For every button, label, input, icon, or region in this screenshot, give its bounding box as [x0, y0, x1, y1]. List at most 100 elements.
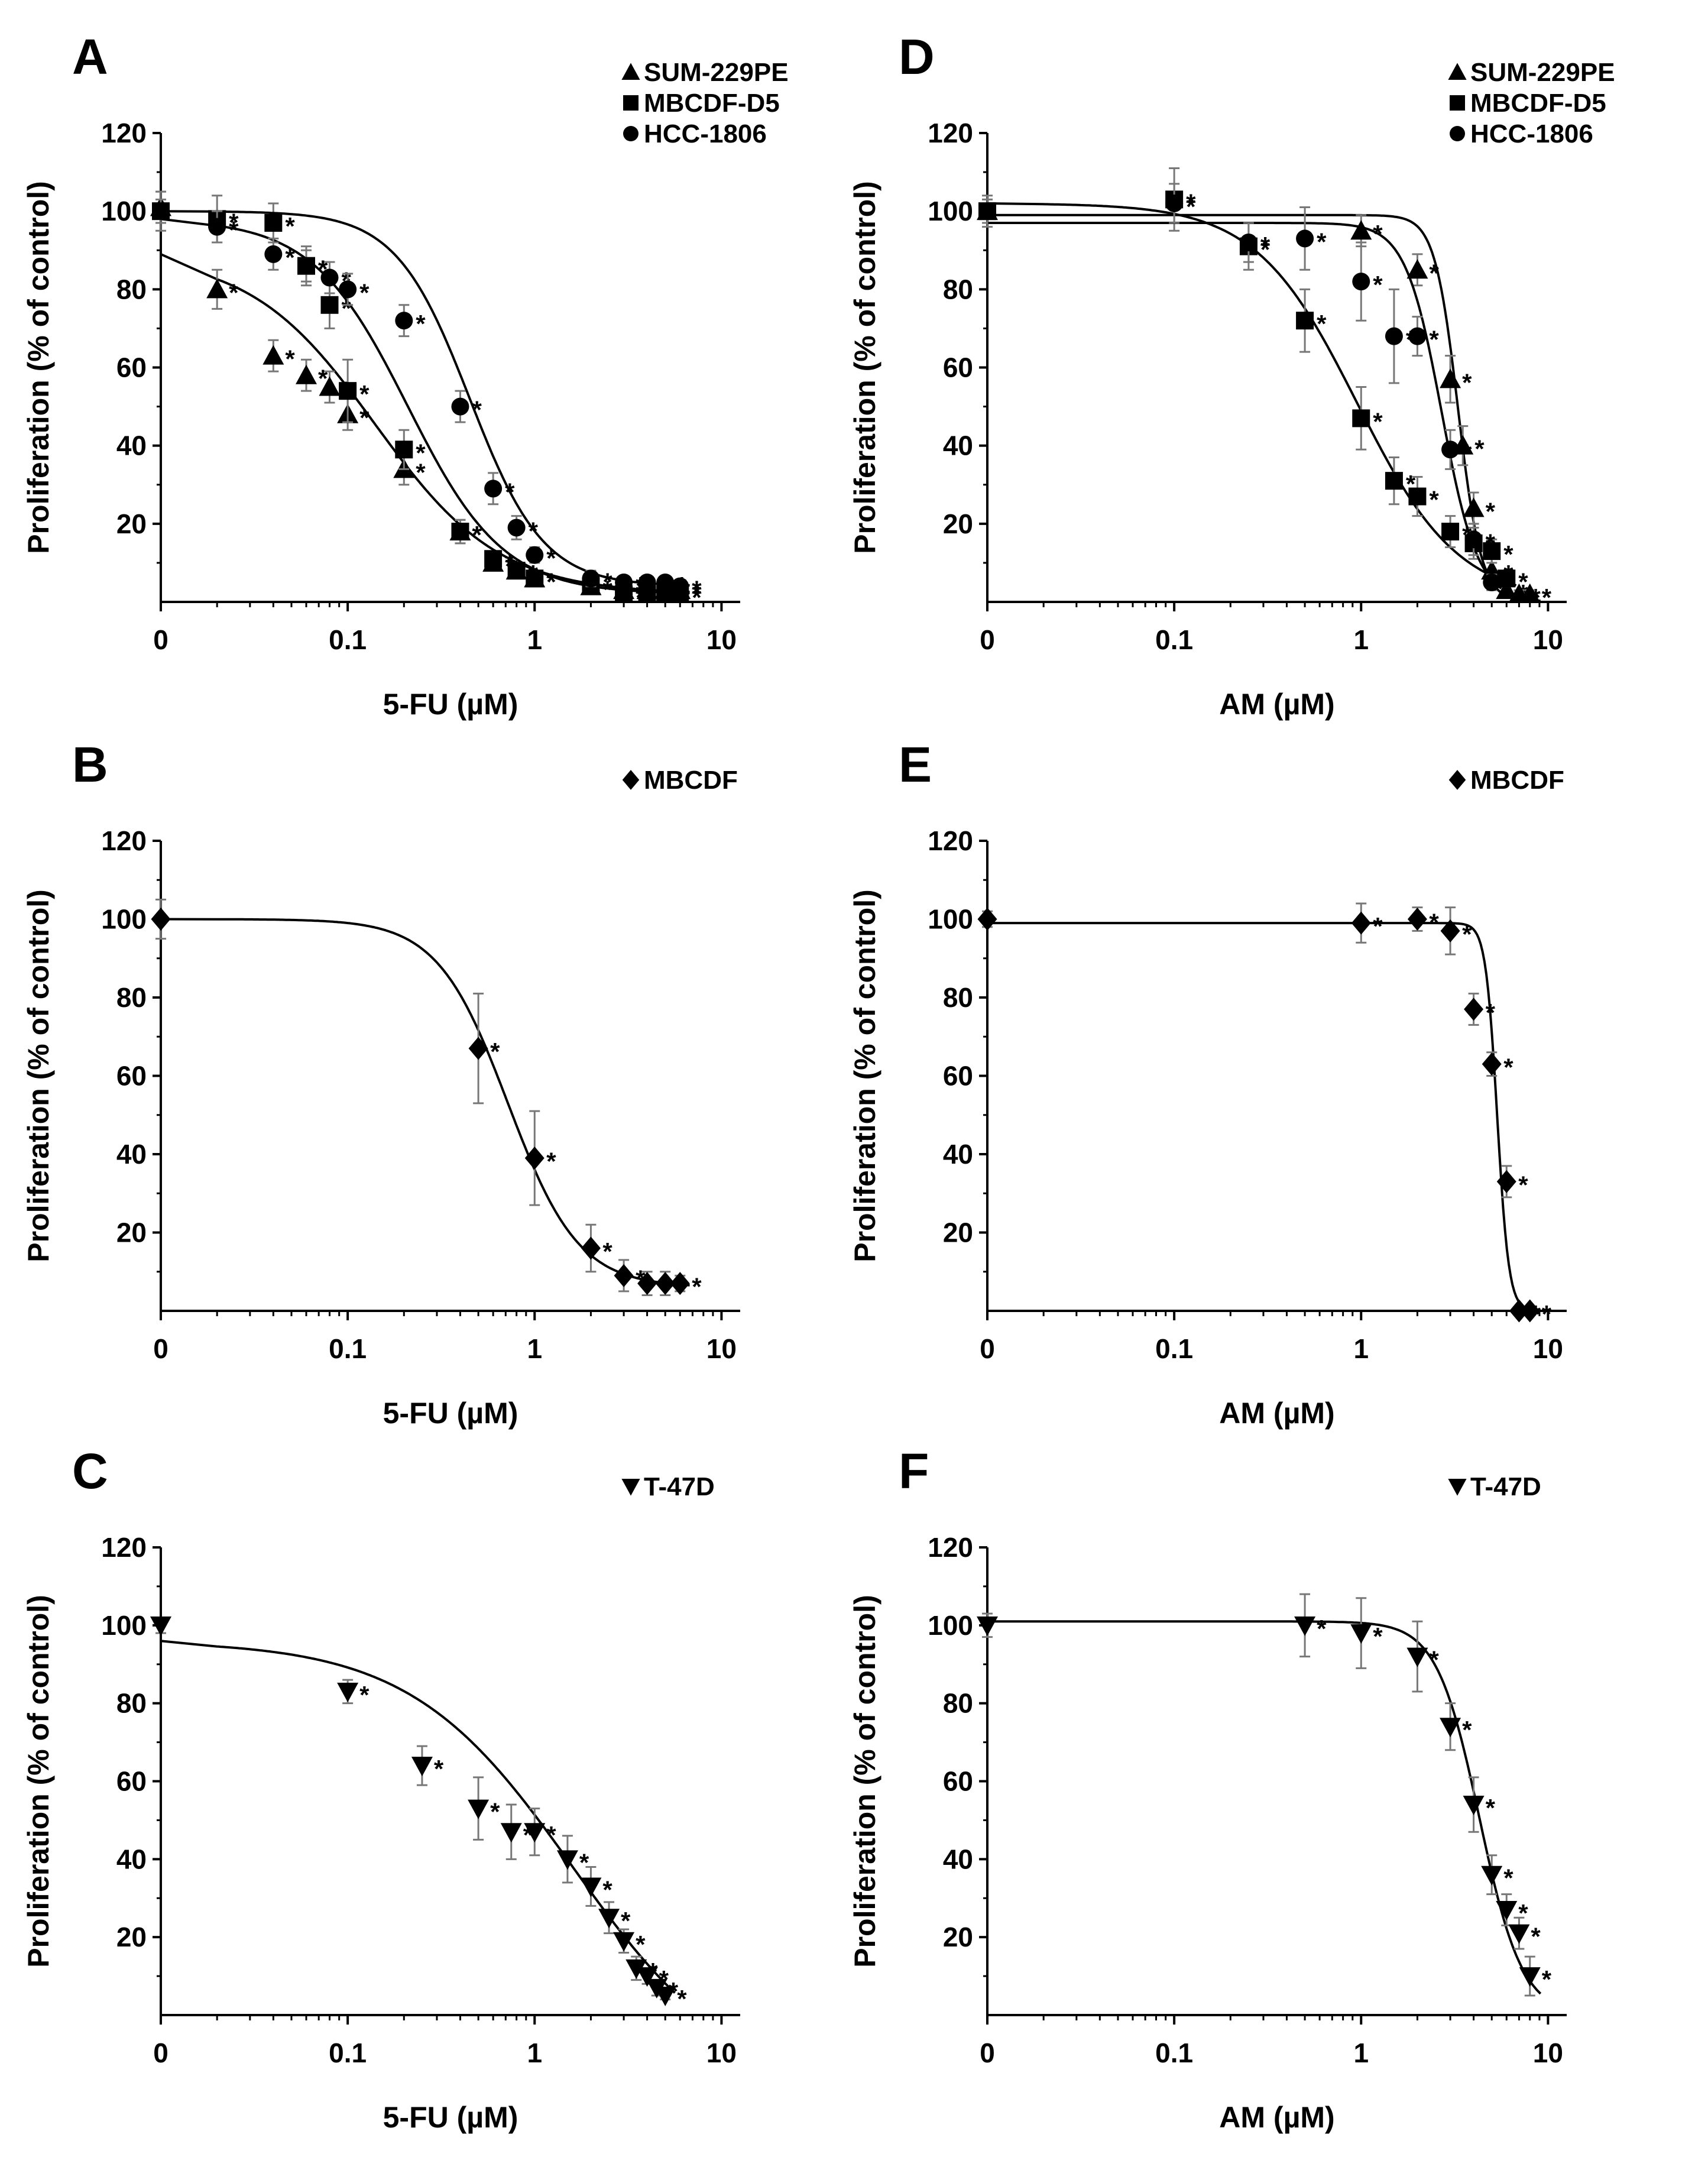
significance-star: *	[1486, 1794, 1496, 1822]
significance-star: *	[677, 1985, 687, 2013]
y-tick-label: 80	[943, 1688, 973, 1719]
legend-marker	[1450, 95, 1465, 111]
data-point	[1406, 259, 1428, 279]
significance-star: *	[1531, 1923, 1541, 1951]
series-MBCDF: ********	[977, 902, 1552, 1328]
y-tick-label: 40	[943, 1139, 973, 1170]
significance-star: *	[1373, 912, 1383, 940]
data-point	[598, 1909, 620, 1929]
data-point	[638, 573, 656, 591]
significance-star: *	[1518, 1171, 1528, 1199]
data-point	[1496, 1170, 1516, 1193]
significance-star: *	[490, 1798, 500, 1826]
data-point	[978, 202, 996, 221]
legend-marker	[1448, 63, 1467, 80]
significance-star: *	[1486, 529, 1496, 556]
y-tick-label: 120	[928, 1532, 973, 1563]
fit-curve	[987, 1620, 1542, 1995]
x-tick-label: 0	[153, 1333, 168, 1364]
significance-star: *	[546, 568, 556, 595]
significance-star: *	[1429, 259, 1439, 287]
x-axis-title: AM (µM)	[1219, 2101, 1334, 2134]
data-point	[524, 1823, 546, 1843]
data-point	[1385, 472, 1403, 490]
legend-marker	[1450, 126, 1465, 141]
y-axis-title: Proliferation (% of control)	[22, 1595, 55, 1968]
x-tick-label: 0	[153, 624, 168, 655]
x-tick-label: 0	[980, 1333, 995, 1364]
legend-entry: HCC-1806	[1470, 119, 1593, 148]
significance-star: *	[1486, 497, 1496, 525]
significance-star: *	[1462, 1716, 1472, 1744]
y-tick-label: 120	[101, 825, 147, 856]
significance-star: *	[1373, 271, 1383, 299]
fit-curve	[987, 213, 1541, 602]
legend-entry: MBCDF	[644, 766, 738, 795]
data-point	[656, 573, 675, 591]
data-point	[1483, 542, 1501, 561]
legend-entry: MBCDF-D5	[644, 89, 780, 118]
data-point	[1481, 1865, 1503, 1886]
y-axis-title: Proliferation (% of control)	[22, 889, 55, 1262]
data-point	[1352, 273, 1370, 291]
panel-letter: E	[899, 737, 932, 792]
data-point	[395, 441, 413, 459]
significance-star: *	[285, 212, 295, 240]
fit-curve	[160, 218, 690, 595]
y-tick-label: 100	[101, 196, 147, 226]
significance-star: *	[359, 1681, 370, 1709]
significance-star: *	[636, 1931, 646, 1958]
significance-star: *	[285, 345, 295, 373]
data-point	[1352, 409, 1370, 427]
significance-star: *	[229, 208, 239, 236]
data-point	[1463, 497, 1485, 517]
significance-star: *	[1429, 326, 1439, 354]
data-point	[1296, 312, 1314, 330]
x-tick-label: 10	[706, 1333, 737, 1364]
x-tick-label: 0.1	[329, 1333, 367, 1364]
significance-star: *	[229, 216, 239, 244]
data-point	[295, 364, 317, 384]
significance-star: *	[546, 1821, 556, 1849]
data-point	[637, 1272, 657, 1295]
series-HCC-1806: ***************	[152, 198, 702, 604]
data-point	[1464, 997, 1484, 1021]
significance-star: *	[472, 521, 482, 549]
data-point	[451, 397, 469, 416]
panel-C: C 20 40 60 80 100 120 0 0.1 1 10 5-FU (µM) Prolifera…	[22, 1443, 740, 2134]
legend-entry: T-47D	[1470, 1472, 1541, 1501]
legend-entry: SUM-229PE	[1470, 58, 1615, 87]
significance-star: *	[1186, 193, 1196, 221]
panel-B: B 20 40 60 80 100 120 0 0.1 1 10 5-FU (µM) Prolifera…	[22, 737, 740, 1430]
data-point	[206, 278, 228, 299]
data-point	[1407, 908, 1427, 931]
significance-star: *	[692, 576, 702, 604]
y-tick-label: 60	[116, 1766, 147, 1797]
x-tick-label: 1	[527, 624, 542, 655]
legend-marker	[623, 95, 639, 111]
significance-star: *	[1317, 310, 1327, 338]
significance-star: *	[579, 1848, 589, 1876]
x-tick-label: 0.1	[329, 624, 367, 655]
panel-letter: A	[72, 29, 108, 85]
y-tick-label: 20	[116, 508, 147, 539]
x-tick-label: 0.1	[1155, 624, 1193, 655]
legend-entry: HCC-1806	[644, 119, 767, 148]
data-point	[152, 202, 170, 221]
significance-star: *	[692, 579, 702, 607]
panel-E: E 20 40 60 80 100 120 0 0.1 1 10 AM (µM) Proliferati…	[848, 737, 1567, 1430]
data-point	[264, 245, 283, 263]
significance-star: *	[1503, 540, 1513, 568]
data-point	[208, 218, 226, 236]
x-tick-label: 1	[1353, 2038, 1369, 2068]
data-point	[1440, 1718, 1461, 1738]
significance-star: *	[416, 310, 426, 338]
series-T-47D: * ********	[977, 1593, 1552, 1997]
y-tick-label: 40	[943, 1844, 973, 1874]
data-point	[1294, 1616, 1316, 1636]
data-point	[654, 1987, 676, 2007]
data-point	[468, 1037, 488, 1060]
significance-star: *	[1503, 1864, 1513, 1892]
data-point	[524, 1146, 545, 1170]
significance-star: *	[1542, 1965, 1552, 1993]
